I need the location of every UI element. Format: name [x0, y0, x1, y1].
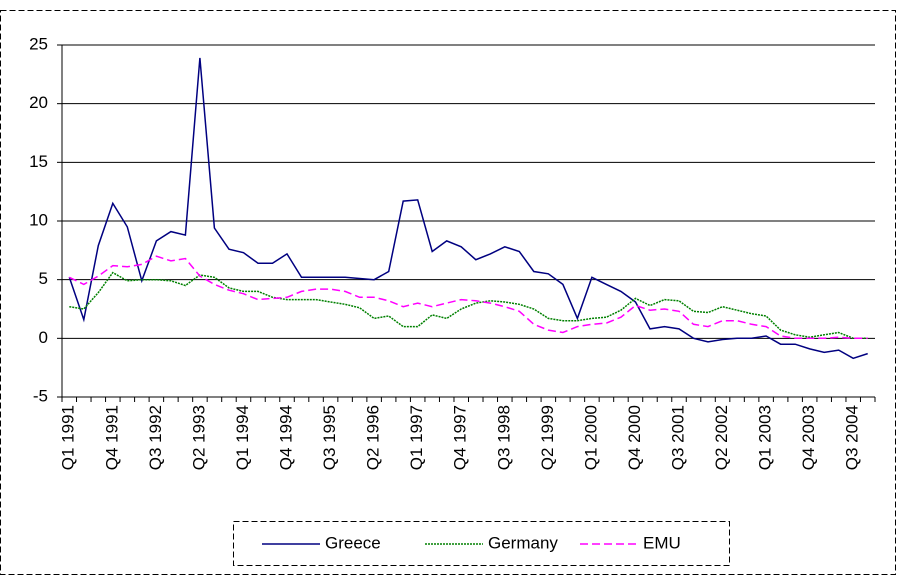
series-line — [69, 271, 868, 340]
y-tick-label: -5 — [33, 386, 48, 405]
x-tick-label: Q4 1997 — [451, 405, 470, 470]
y-tick-label: 25 — [29, 34, 48, 53]
legend-label: Greece — [325, 533, 381, 552]
x-tick-label: Q4 2003 — [799, 405, 818, 470]
x-tick-label: Q1 2003 — [756, 405, 775, 470]
legend-label: EMU — [643, 533, 681, 552]
x-tick-label: Q1 1991 — [59, 405, 78, 470]
x-tick-label: Q3 1998 — [494, 405, 513, 470]
x-tick-label: Q3 2001 — [668, 405, 687, 470]
chart-frame — [0, 10, 896, 575]
x-tick-label: Q2 1993 — [189, 405, 208, 470]
x-tick-label: Q4 1991 — [102, 405, 121, 470]
y-tick-label: 20 — [29, 93, 48, 112]
x-tick-label: Q3 1995 — [320, 405, 339, 470]
x-tick-label: Q3 1992 — [146, 405, 165, 470]
x-tick-label: Q2 2002 — [712, 405, 731, 470]
x-tick-label: Q1 1994 — [233, 405, 252, 470]
legend-label: Germany — [488, 533, 558, 552]
x-tick-label: Q2 1999 — [538, 405, 557, 470]
x-tick-label: Q2 1996 — [364, 405, 383, 470]
x-tick-label: Q4 1994 — [277, 405, 296, 470]
y-tick-label: 5 — [39, 269, 48, 288]
x-tick-label: Q1 2000 — [581, 405, 600, 470]
y-tick-label: 10 — [29, 210, 48, 229]
y-tick-label: 15 — [29, 152, 48, 171]
series-line — [68, 57, 868, 360]
x-tick-label: Q3 2004 — [843, 405, 862, 470]
y-tick-label: 0 — [39, 328, 48, 347]
x-tick-label: Q4 2000 — [625, 405, 644, 470]
x-tick-label: Q1 1997 — [407, 405, 426, 470]
